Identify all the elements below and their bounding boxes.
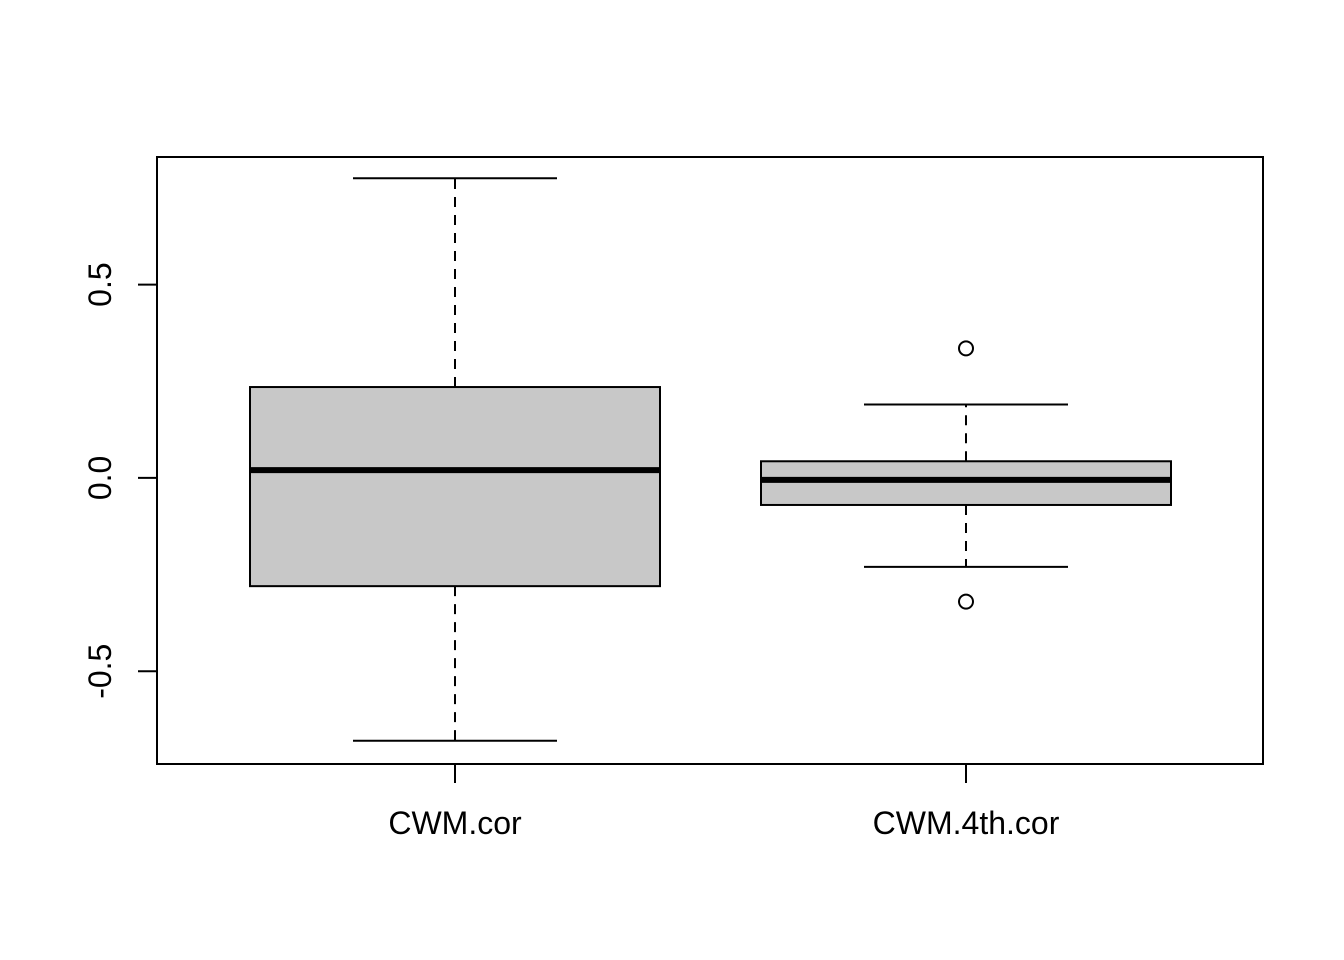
boxes <box>249 177 1172 742</box>
y-tick-label: 0.0 <box>82 456 118 500</box>
box-group <box>249 177 661 742</box>
box-group <box>760 340 1172 610</box>
iqr-box <box>249 386 661 588</box>
outlier-point <box>958 593 974 610</box>
x-tick-label: CWM.cor <box>388 805 522 841</box>
y-tick-label: -0.5 <box>82 644 118 699</box>
y-axis: -0.5 0.0 0.5 <box>82 262 158 699</box>
y-tick-label: 0.5 <box>82 262 118 306</box>
iqr-box <box>760 460 1172 506</box>
x-axis: CWM.cor CWM.4th.cor <box>388 764 1060 841</box>
x-tick-label: CWM.4th.cor <box>873 805 1060 841</box>
outlier-point <box>958 340 974 357</box>
